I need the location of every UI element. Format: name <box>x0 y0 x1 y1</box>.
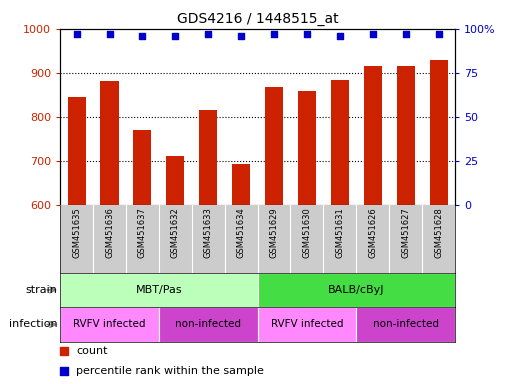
Bar <box>133 131 152 205</box>
Text: GSM451627: GSM451627 <box>401 207 410 258</box>
Point <box>402 31 410 37</box>
Point <box>138 33 146 39</box>
Bar <box>298 91 316 205</box>
Bar <box>265 87 283 205</box>
Bar <box>60 307 159 342</box>
Text: non-infected: non-infected <box>373 319 439 329</box>
Text: infection: infection <box>9 319 58 329</box>
Bar <box>159 307 257 342</box>
Point <box>270 31 278 37</box>
Text: MBT/Pas: MBT/Pas <box>135 285 182 295</box>
Text: strain: strain <box>26 285 58 295</box>
Text: RVFV infected: RVFV infected <box>73 319 146 329</box>
Text: BALB/cByJ: BALB/cByJ <box>328 285 384 295</box>
Bar <box>257 307 356 342</box>
Bar <box>257 273 455 307</box>
Bar <box>232 164 250 205</box>
Point <box>171 33 179 39</box>
Point <box>72 31 81 37</box>
Text: percentile rank within the sample: percentile rank within the sample <box>76 366 264 376</box>
Text: GSM451626: GSM451626 <box>368 207 377 258</box>
Point <box>435 31 443 37</box>
Bar <box>199 111 217 205</box>
Bar <box>363 66 382 205</box>
Point <box>303 31 311 37</box>
Bar <box>60 273 257 307</box>
Bar <box>100 81 119 205</box>
Title: GDS4216 / 1448515_at: GDS4216 / 1448515_at <box>177 12 338 26</box>
Point <box>289 271 298 277</box>
Bar <box>356 307 455 342</box>
Text: GSM451631: GSM451631 <box>335 207 344 258</box>
Text: GSM451637: GSM451637 <box>138 207 147 258</box>
Bar <box>429 60 448 205</box>
Point <box>289 96 298 102</box>
Text: non-infected: non-infected <box>175 319 241 329</box>
Text: RVFV infected: RVFV infected <box>271 319 343 329</box>
Text: count: count <box>76 346 107 356</box>
Point <box>105 31 113 37</box>
Bar <box>396 66 415 205</box>
Text: GSM451636: GSM451636 <box>105 207 114 258</box>
Bar <box>166 156 185 205</box>
Point <box>369 31 377 37</box>
Point <box>336 33 344 39</box>
Text: GSM451630: GSM451630 <box>302 207 311 258</box>
Text: GSM451628: GSM451628 <box>434 207 443 258</box>
Text: GSM451635: GSM451635 <box>72 207 81 258</box>
Bar <box>331 80 349 205</box>
Point <box>237 33 245 39</box>
Text: GSM451633: GSM451633 <box>204 207 213 258</box>
Text: GSM451632: GSM451632 <box>171 207 180 258</box>
Point <box>204 31 212 37</box>
Bar <box>67 97 86 205</box>
Text: GSM451629: GSM451629 <box>269 207 279 258</box>
Text: GSM451634: GSM451634 <box>236 207 246 258</box>
